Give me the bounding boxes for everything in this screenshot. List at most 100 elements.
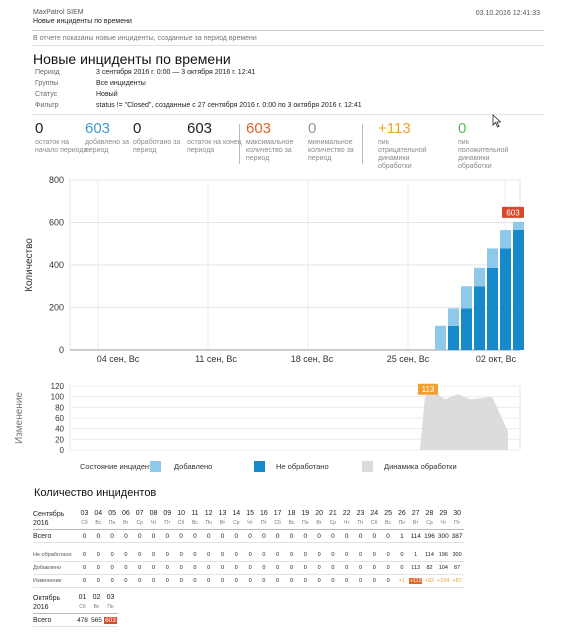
weekday: Чт — [150, 520, 157, 526]
table-cell: 0 — [275, 533, 280, 540]
weekday: Вс — [93, 604, 100, 610]
day-number: 12 — [204, 510, 213, 517]
bar-unprocessed — [474, 286, 485, 350]
table-cell: +113 — [409, 578, 423, 584]
table-cell: 0 — [110, 552, 114, 558]
table-cell: +1 — [398, 578, 406, 584]
table-cell: 0 — [82, 565, 87, 571]
kpi-item: 0 остаток на начало периода — [35, 121, 93, 155]
meta-label-groups: Группы — [35, 80, 59, 87]
table-cell: 0 — [262, 578, 266, 584]
weekday: Вс — [191, 520, 198, 526]
row-rule — [33, 587, 465, 588]
header-rule — [33, 613, 118, 614]
meta-value-filter: status != "Closed", созданные с 27 сентя… — [96, 102, 362, 109]
weekday: Пт — [357, 520, 364, 526]
table-cell: 300 — [452, 552, 462, 558]
bar-unprocessed — [513, 229, 524, 350]
table-cell: 0 — [386, 552, 390, 558]
day-number: 23 — [356, 510, 365, 517]
day-number: 30 — [453, 510, 461, 517]
table-cell: 0 — [234, 565, 238, 571]
table-cell: +82 — [424, 578, 435, 584]
max-label-bg — [502, 206, 524, 218]
x-tick-label: 25 сен, Вс — [387, 354, 430, 364]
weekday: Вс — [385, 520, 392, 526]
day-number: 17 — [273, 510, 282, 517]
note-divider — [32, 45, 544, 46]
table-cell: 0 — [234, 552, 238, 558]
table-cell: 0 — [400, 552, 404, 558]
table-cell: 0 — [165, 533, 170, 540]
table-cell: 87 — [454, 565, 461, 571]
header-divider — [32, 30, 544, 31]
table-cell: +104 — [437, 578, 450, 584]
y-tick-label: 400 — [49, 260, 64, 270]
day-number: 05 — [108, 510, 116, 517]
report-note: В отчете показаны новые инциденты, созда… — [33, 35, 257, 42]
meta-value-period: 3 сентября 2016 г. 0:00 — 3 октября 2016… — [96, 69, 256, 76]
table-cell: 1 — [414, 552, 418, 558]
y-axis-title: Количество — [24, 238, 35, 292]
kpi-label: остаток на конец периода — [187, 139, 242, 154]
day-number: 08 — [149, 510, 158, 517]
table-cell: 0 — [110, 533, 114, 540]
day-number: 24 — [370, 510, 379, 517]
meta-value-status: Новый — [96, 91, 118, 98]
table-cell: 0 — [138, 552, 142, 558]
kpi-value: +113 — [378, 120, 411, 137]
incidents-bar-chart: 0 200 400 600 800 04 сен, Вс 11 сен, Вс 18 сен,… — [24, 175, 524, 364]
table-cell: 0 — [110, 565, 114, 571]
table-cell: 0 — [207, 578, 211, 584]
kpi-label: пик положительной динамики обработки — [458, 139, 509, 170]
x-tick-label: 02 окт, Вс — [476, 354, 517, 364]
y-tick-label: 100 — [51, 393, 65, 402]
day-number: 03 — [106, 594, 115, 601]
max-value-label: 603 — [502, 206, 524, 218]
table-cell: 0 — [303, 533, 308, 540]
table-cell: 0 — [193, 552, 197, 558]
legend-swatch-added — [150, 461, 161, 472]
table-cell: 0 — [124, 565, 128, 571]
table-cell: 1 — [400, 533, 404, 540]
weekday: Сб — [81, 520, 88, 526]
weekday: Пт — [260, 520, 267, 526]
table-cell: 0 — [317, 578, 321, 584]
day-number: 02 — [92, 594, 101, 601]
y-tick-label: 200 — [49, 303, 64, 313]
legend-swatch-unprocessed — [254, 461, 265, 472]
table-cell: 0 — [207, 552, 211, 558]
x-tick-label: 11 сен, Вс — [195, 354, 237, 364]
weekday: Пн — [398, 520, 406, 526]
row-label: Всего — [33, 533, 52, 540]
table-cell: 0 — [124, 552, 128, 558]
mouse-cursor-icon — [492, 114, 502, 128]
peak-label-text: 113 — [422, 385, 435, 394]
bar-unprocessed — [500, 248, 511, 350]
kpi-value: 0 — [458, 120, 467, 137]
weekday: Сб — [177, 520, 185, 526]
table-cell: 0 — [82, 578, 87, 584]
table-cell: 0 — [400, 565, 404, 571]
table-cell: 300 — [437, 533, 449, 540]
bar-unprocessed — [461, 308, 472, 350]
kpi-label: добавлено за период — [85, 139, 130, 154]
day-number: 04 — [94, 510, 103, 517]
table-cell: 0 — [358, 533, 363, 540]
table-cell: 113 — [411, 565, 421, 571]
weekday: Вт — [412, 520, 419, 526]
row-label: Изменение — [33, 578, 62, 584]
table-cell: 0 — [289, 533, 294, 540]
day-number: 25 — [384, 510, 392, 517]
bar-added — [500, 230, 511, 249]
report-subtitle: Новые инциденты по времени — [33, 18, 132, 25]
weekday: Пн — [108, 520, 116, 526]
kpi-label: обработано за период — [133, 139, 181, 154]
table-cell: 0 — [96, 565, 100, 571]
month-label: Октябрь 2016 — [33, 595, 61, 611]
table-cell: 104 — [438, 565, 448, 571]
table-cell: 0 — [82, 552, 87, 558]
kpi-item: +113 пик отрицательной динамики обработки — [378, 121, 436, 171]
bar-added — [461, 286, 472, 309]
weekday: Сб — [371, 520, 378, 526]
